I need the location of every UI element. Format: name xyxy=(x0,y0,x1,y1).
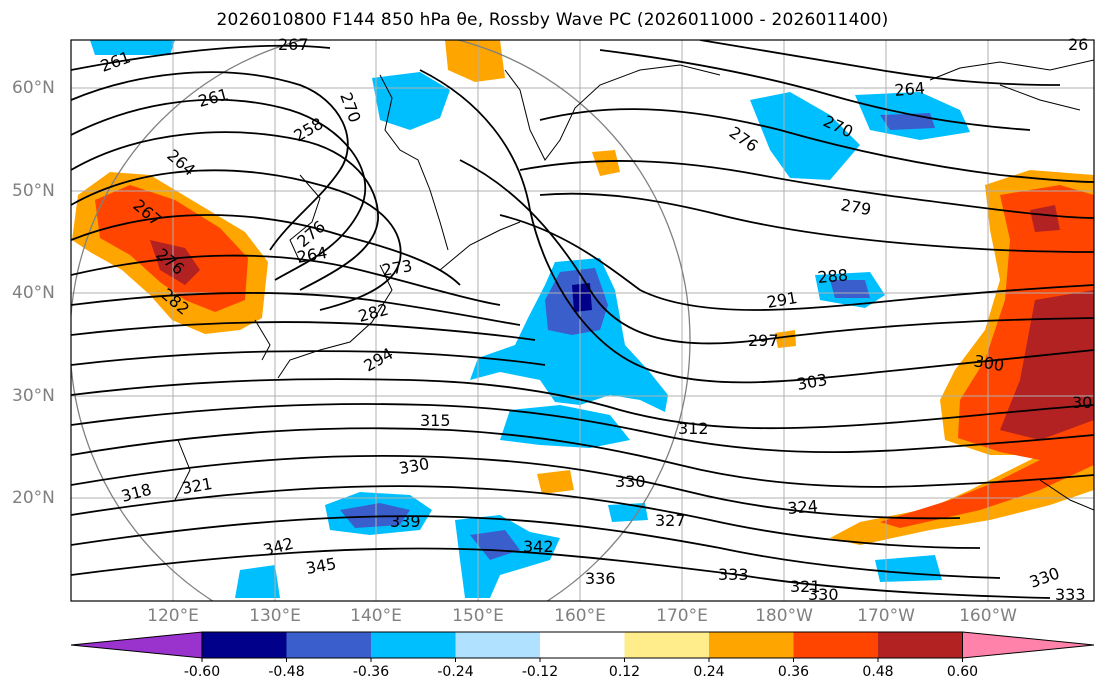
contour-label: 297 xyxy=(748,331,779,350)
colorbar-segment xyxy=(878,632,963,658)
latitude-label: 50°N xyxy=(12,181,55,201)
negative-anomaly-central xyxy=(470,258,668,412)
contour-label: 339 xyxy=(390,512,421,531)
colorbar-tick-label: -0.12 xyxy=(521,664,559,680)
colorbar xyxy=(70,631,1095,662)
longitude-label: 120°E xyxy=(147,606,199,626)
contour-label: 26 xyxy=(1068,35,1088,54)
negative-anomaly-okhotsk xyxy=(372,72,450,130)
longitude-label: 160°W xyxy=(959,606,1017,626)
contour-label: 312 xyxy=(678,419,709,438)
contour-label: 267 xyxy=(278,35,309,54)
contour-label: 342 xyxy=(523,537,554,556)
colorbar-tick-label: -0.60 xyxy=(183,664,221,680)
contour-label: 333 xyxy=(718,565,749,584)
contour-label: 333 xyxy=(1055,585,1086,604)
positive-anomaly-small-3 xyxy=(775,330,796,348)
map-border xyxy=(70,39,1095,602)
positive-anomaly-west-peak xyxy=(150,240,200,285)
longitude-label: 140°E xyxy=(350,606,402,626)
contour-label: 288 xyxy=(817,265,849,287)
positive-anomaly-east-peak-north xyxy=(1030,205,1060,232)
colorbar-segment xyxy=(709,632,794,658)
contour-label: 315 xyxy=(420,411,451,430)
contour-label: 330 xyxy=(808,585,839,604)
colorbar-segment xyxy=(624,632,709,658)
contour-label: 321 xyxy=(790,577,821,596)
colorbar-segment xyxy=(371,632,456,658)
positive-anomaly-small-2 xyxy=(537,470,574,494)
negative-anomaly-central-peak xyxy=(572,283,592,312)
longitude-label: 160°E xyxy=(554,606,606,626)
colorbar-tick-label: 0.48 xyxy=(862,664,894,680)
colorbar-tick-label: 0.36 xyxy=(777,664,810,680)
contour-label: 264 xyxy=(894,78,926,100)
longitude-label: 130°E xyxy=(249,606,301,626)
longitude-label: 150°E xyxy=(452,606,504,626)
latitude-label: 40°N xyxy=(12,283,55,303)
negative-anomaly-south-2-core xyxy=(470,530,520,560)
colorbar-tick-label: 0.12 xyxy=(608,664,641,680)
contour-label: 324 xyxy=(787,496,819,518)
contour-label: 336 xyxy=(585,569,616,588)
colorbar-tick-label: -0.48 xyxy=(268,664,305,680)
negative-anomaly-southwest-core xyxy=(340,503,410,528)
contour-label: 30 xyxy=(1072,393,1092,412)
colorbar-segment xyxy=(286,632,371,658)
latitude-label: 60°N xyxy=(12,78,55,98)
colorbar-extend-min xyxy=(70,631,203,659)
longitude-label: 180°W xyxy=(755,606,813,626)
longitude-label: 170°W xyxy=(857,606,915,626)
colorbar-segment xyxy=(540,632,625,658)
region-circle xyxy=(71,40,691,601)
plot-title: 2026010800 F144 850 hPa θe, Rossby Wave … xyxy=(216,10,889,30)
negative-anomaly-small-2 xyxy=(608,503,648,522)
theta-e-contours xyxy=(71,40,1094,599)
latitude-label: 30°N xyxy=(12,386,55,406)
colorbar-tick-label: -0.24 xyxy=(437,664,474,680)
colorbar-segment xyxy=(455,632,540,658)
coastlines xyxy=(174,59,1094,511)
positive-anomaly-small-1 xyxy=(592,150,620,176)
negative-anomaly-northwest xyxy=(90,40,175,55)
contour-label: 327 xyxy=(655,511,686,530)
colorbar-tick-label: 0.60 xyxy=(946,664,979,680)
contour-label: 330 xyxy=(615,472,646,491)
negative-anomaly-small-4 xyxy=(235,565,280,598)
colorbar-segment xyxy=(793,632,878,658)
positive-anomaly-east-peak xyxy=(1000,290,1094,440)
colorbar-segment xyxy=(202,632,287,658)
colorbar-tick-label: 0.24 xyxy=(693,664,725,680)
latitude-label: 20°N xyxy=(12,488,55,508)
positive-anomaly-east-core xyxy=(880,185,1094,528)
colorbar-extend-max xyxy=(962,631,1095,659)
longitude-label: 170°E xyxy=(656,606,708,626)
colorbar-tick-label: -0.36 xyxy=(352,664,390,680)
